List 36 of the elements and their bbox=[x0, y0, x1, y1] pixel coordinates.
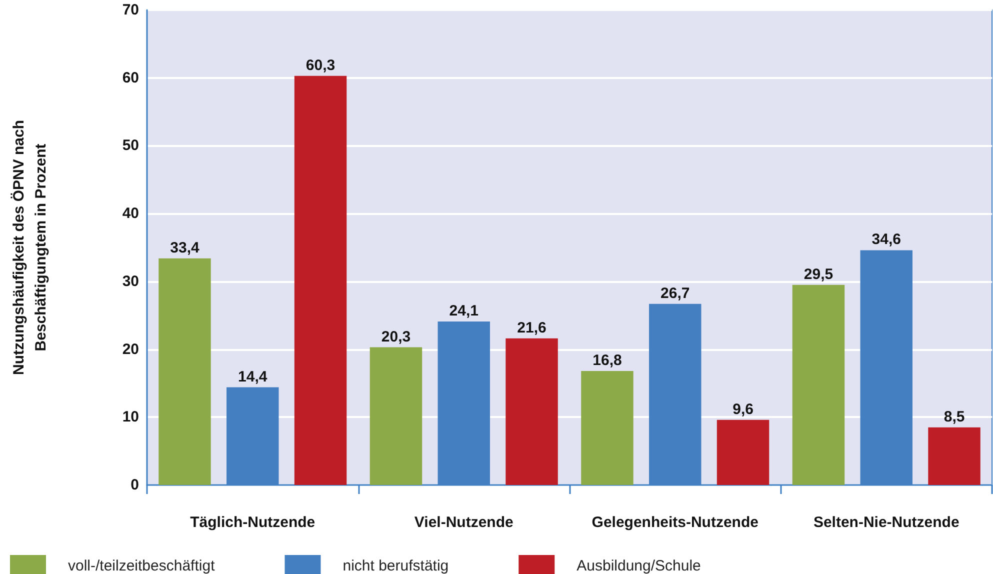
bar bbox=[581, 371, 634, 485]
data-label: 9,6 bbox=[732, 400, 754, 418]
data-label: 24,1 bbox=[449, 302, 478, 320]
y-tick-label: 0 bbox=[130, 476, 139, 494]
y-tick-label: 50 bbox=[122, 137, 139, 154]
y-tick-label: 20 bbox=[122, 340, 139, 358]
bar bbox=[158, 258, 211, 485]
bar bbox=[506, 338, 558, 485]
data-label: 26,7 bbox=[660, 284, 690, 302]
x-tick-label: Gelegenheits-Nutzende bbox=[592, 514, 758, 531]
legend-label: nicht berufstätig bbox=[342, 558, 449, 574]
data-label: 14,4 bbox=[238, 368, 268, 386]
bar bbox=[294, 76, 347, 485]
legend-label: Ausbildung/Schule bbox=[576, 558, 701, 574]
data-label: 60,3 bbox=[306, 56, 336, 74]
bar bbox=[792, 284, 845, 485]
y-tick-label: 30 bbox=[122, 272, 139, 290]
data-label: 29,5 bbox=[804, 266, 834, 283]
x-tick-label: Täglich-Nutzende bbox=[190, 514, 316, 531]
bar bbox=[928, 427, 980, 485]
y-tick-label: 60 bbox=[122, 69, 139, 86]
y-tick-label: 10 bbox=[122, 408, 139, 426]
bar bbox=[716, 420, 770, 485]
legend-label: voll-/teilzeitbeschäftigt bbox=[68, 558, 216, 574]
data-label: 34,6 bbox=[872, 231, 901, 248]
bar bbox=[370, 347, 422, 485]
data-label: 33,4 bbox=[170, 239, 200, 256]
data-label: 16,8 bbox=[592, 352, 622, 369]
data-label: 20,3 bbox=[381, 328, 411, 346]
y-tick-label: 40 bbox=[122, 205, 139, 222]
y-axis-title: Nutzungshäufigkeit des ÖPNV nach Beschäftigungtem in Prozent bbox=[10, 120, 50, 376]
x-tick-label: Viel-Nutzende bbox=[414, 514, 514, 531]
y-tick-label: 70 bbox=[122, 2, 139, 18]
x-tick-label: Selten-Nie-Nutzende bbox=[813, 514, 960, 531]
data-label: 21,6 bbox=[517, 319, 546, 336]
data-label: 8,5 bbox=[944, 408, 965, 426]
